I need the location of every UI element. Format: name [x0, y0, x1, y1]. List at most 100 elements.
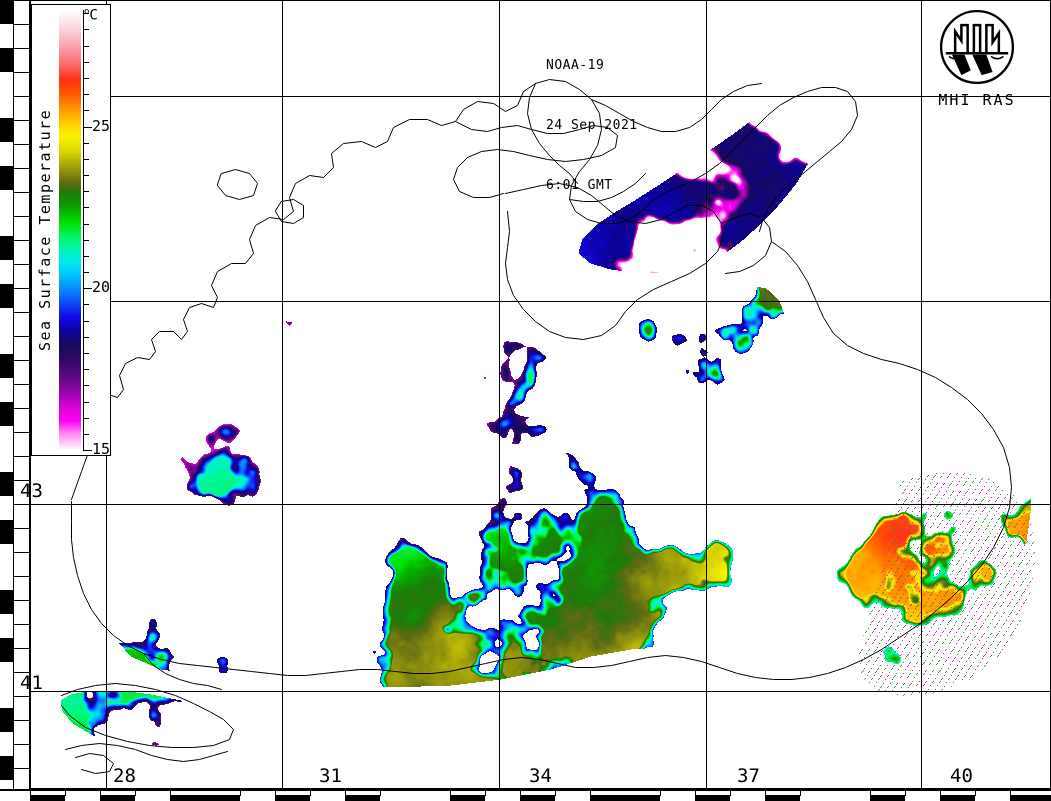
ruler-segment: [0, 590, 14, 614]
graticule-meridian: [282, 1, 283, 788]
ruler-tick: [14, 216, 30, 217]
colorbar-tick: [83, 417, 89, 419]
longitude-ruler: [0, 789, 1051, 801]
graticule-meridian: [706, 1, 707, 788]
longitude-label: 34: [529, 765, 552, 787]
colorbar-tick: [83, 433, 89, 435]
ruler-tick: [765, 790, 766, 796]
ruler-segment: [940, 795, 975, 801]
colorbar-tick-label: 20: [92, 278, 111, 297]
ruler-tick: [14, 408, 30, 409]
ruler-tick: [14, 264, 30, 265]
colorbar-tick: [83, 29, 89, 31]
ruler-tick: [14, 0, 30, 1]
degree-symbol: o: [84, 7, 90, 17]
colorbar-tick: [83, 239, 89, 241]
ruler-tick: [450, 790, 451, 796]
ruler-segment: [0, 118, 14, 142]
ruler-tick: [14, 192, 30, 193]
ruler-tick: [940, 790, 941, 796]
latitude-label: 43: [20, 480, 43, 502]
ruler-segment: [0, 284, 14, 308]
ruler-tick: [905, 790, 906, 796]
ruler-tick: [590, 790, 591, 796]
map-frame: [30, 0, 1051, 789]
ruler-tick: [240, 790, 241, 796]
colorbar-tick: [83, 126, 92, 128]
ruler-tick: [14, 360, 30, 361]
ruler-tick: [14, 600, 30, 601]
ruler-segment: [520, 795, 555, 801]
graticule-parallel: [31, 504, 1050, 505]
graticule-parallel: [31, 96, 1050, 97]
ruler-tick: [345, 790, 346, 796]
colorbar-tick: [83, 336, 89, 338]
ruler-segment: [0, 0, 14, 24]
ruler-tick: [14, 576, 30, 577]
ruler-segment: [0, 520, 14, 544]
ruler-tick: [14, 288, 30, 289]
ruler-tick: [14, 624, 30, 625]
ruler-tick: [100, 790, 101, 796]
colorbar-unit: oC: [84, 7, 98, 24]
ruler-tick: [14, 336, 30, 337]
colorbar-tick: [83, 61, 89, 63]
ruler-tick: [975, 790, 976, 796]
colorbar-tick: [83, 13, 89, 15]
ruler-tick: [870, 790, 871, 796]
ruler-segment: [0, 638, 14, 662]
ruler-tick: [14, 168, 30, 169]
colorbar-tick: [83, 45, 89, 47]
acquisition-info: NOAA-19 24 Sep 2021 6:01 GMT: [546, 16, 638, 236]
ruler-segment: [695, 795, 730, 801]
ruler-tick: [14, 432, 30, 433]
colorbar-tick-label: 15: [92, 440, 111, 458]
colorbar-tick: [83, 94, 89, 96]
ruler-tick: [660, 790, 661, 796]
colorbar-tick: [83, 255, 89, 257]
ruler-tick: [14, 648, 30, 649]
ruler-tick: [14, 768, 30, 769]
ruler-segment: [870, 795, 905, 801]
ruler-tick: [14, 72, 30, 73]
ruler-tick: [555, 790, 556, 796]
colorbar-tick: [83, 207, 89, 209]
ruler-tick: [14, 504, 30, 505]
ruler-tick: [65, 790, 66, 796]
sst-raster-canvas: [31, 1, 1050, 788]
ruler-segment: [100, 795, 135, 801]
ruler-tick: [135, 790, 136, 796]
ruler-tick: [380, 790, 381, 796]
latitude-label: 41: [20, 672, 43, 694]
ruler-segment: [590, 795, 660, 801]
ruler-tick: [275, 790, 276, 796]
ruler-tick: [14, 384, 30, 385]
ruler-tick: [14, 240, 30, 241]
ruler-tick: [14, 672, 30, 673]
ruler-segment: [0, 48, 14, 72]
graticule-meridian: [499, 1, 500, 788]
longitude-label: 31: [319, 765, 342, 787]
colorbar-tick: [83, 352, 89, 354]
ruler-tick: [14, 744, 30, 745]
colorbar-tick: [83, 304, 89, 306]
colorbar-tick: [83, 369, 89, 371]
ruler-segment: [30, 795, 65, 801]
ruler-tick: [170, 790, 171, 796]
institute-logo: MHI RAS: [921, 8, 1033, 109]
graticule-meridian: [921, 1, 922, 788]
colorbar-panel: Sea Surface Temperature 25 20 15 oC: [31, 4, 111, 458]
ruler-tick: [14, 120, 30, 121]
mhi-ras-emblem-icon: [939, 9, 1015, 85]
ruler-segment: [170, 795, 240, 801]
latitude-ruler-outer: [0, 0, 14, 789]
latitude-ruler-inner: [14, 0, 30, 789]
ruler-tick: [30, 790, 31, 796]
colorbar-tick: [83, 288, 92, 290]
ruler-tick: [14, 720, 30, 721]
colorbar-tick: [83, 320, 89, 322]
acquisition-date: 24 Sep 2021: [546, 118, 638, 133]
ruler-tick: [14, 456, 30, 457]
ruler-segment: [0, 354, 14, 378]
